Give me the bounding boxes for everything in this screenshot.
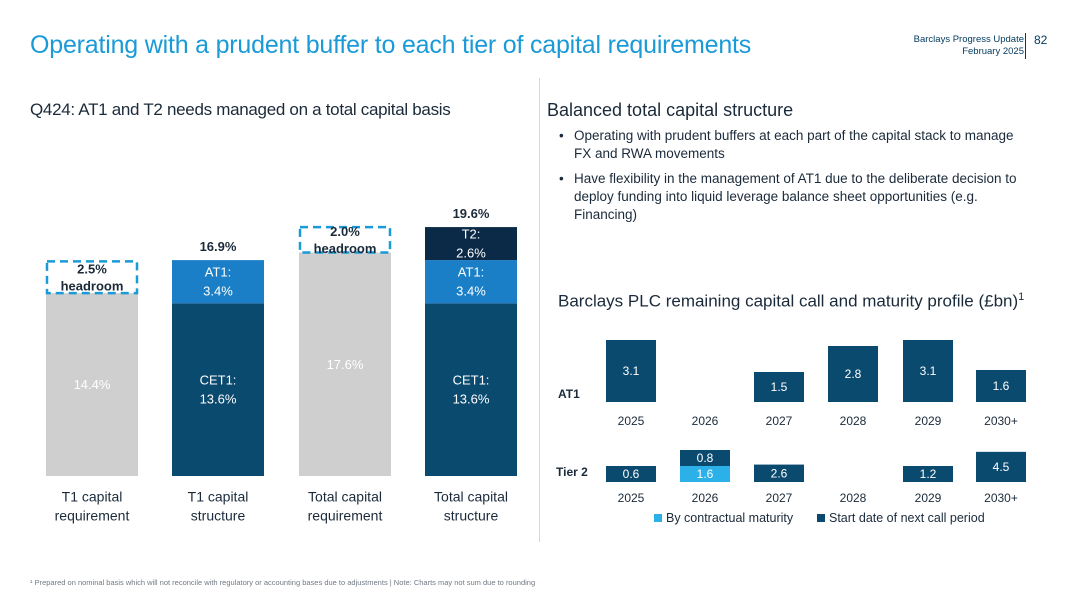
capital-stack-chart: 14.4% 2.5% headroom T1 capital requirement CE…: [45, 206, 517, 523]
bullet-item: Have flexibility in the management of AT…: [558, 170, 1028, 224]
headroom-box: [298, 225, 392, 254]
row-label-at1: AT1: [558, 387, 580, 401]
bar-segment-label: CET1: 13.6%: [200, 373, 237, 407]
year-label: 2027: [766, 491, 793, 505]
bar-segment-label: AT1: 3.4%: [203, 265, 233, 299]
maturity-profile-chart: AT1 3.1 1.5 2.8 3.1 1.6 2025 2026 2027 2028 2029 20…: [556, 340, 1026, 525]
maturity-bar: [903, 466, 953, 482]
maturity-chart-title: Barclays PLC remaining capital call and …: [558, 286, 1038, 313]
maturity-bar: [680, 450, 730, 466]
maturity-bar-label: 1.6: [993, 379, 1010, 393]
bullet-list: Operating with prudent buffers at each p…: [558, 127, 1028, 231]
panel-divider: [539, 78, 540, 542]
year-label: 2026: [692, 414, 719, 428]
category-label: T1 capital requirement: [55, 488, 130, 523]
year-label: 2028: [840, 414, 867, 428]
headroom-box: [45, 260, 139, 295]
maturity-bar-label: 1.6: [697, 467, 714, 481]
headroom-label: 2.0% headroom: [314, 224, 377, 256]
maturity-bar-label: 1.2: [920, 467, 937, 481]
bar-segment: [425, 303, 517, 476]
bar-segment: [425, 227, 517, 261]
right-panel-subtitle: Balanced total capital structure: [547, 100, 794, 120]
bar-segment: [46, 293, 138, 476]
maturity-bar-label: 2.6: [771, 466, 788, 480]
footnote-marker: 1: [1018, 291, 1025, 303]
maturity-bar: [976, 451, 1026, 482]
bar-segment-label: 17.6%: [327, 357, 364, 372]
maturity-bar: [976, 370, 1026, 402]
bar-segment: [299, 252, 391, 476]
maturity-bar: [606, 340, 656, 402]
legend-swatch-call: [817, 514, 825, 522]
category-label: Total capital requirement: [308, 488, 383, 523]
year-label: 2030+: [984, 491, 1018, 505]
year-label: 2028: [840, 491, 867, 505]
bar-segment-label: 14.4%: [74, 377, 111, 392]
year-label: 2025: [618, 414, 645, 428]
bullet-item: Operating with prudent buffers at each p…: [558, 127, 1028, 163]
category-label: Total capital structure: [434, 488, 508, 523]
legend-label: By contractual maturity: [666, 511, 794, 525]
maturity-bar-label: 3.1: [920, 364, 937, 378]
bar-segment-label: CET1: 13.6%: [453, 373, 490, 407]
headroom-label: 2.5% headroom: [61, 261, 124, 293]
maturity-bar: [828, 346, 878, 402]
left-panel-subtitle: Q424: AT1 and T2 needs managed on a tota…: [30, 100, 451, 119]
year-label: 2027: [766, 414, 793, 428]
bar-segment: [172, 260, 264, 304]
maturity-bar: [903, 340, 953, 402]
maturity-bar-label: 1.5: [771, 380, 788, 394]
maturity-bar-label: 0.8: [697, 451, 714, 465]
maturity-bar: [754, 464, 804, 482]
page-title: Operating with a prudent buffer to each …: [30, 31, 752, 59]
maturity-bar-label: 2.8: [845, 367, 862, 381]
bar-total-label: 16.9%: [200, 239, 237, 254]
year-label: 2029: [915, 491, 942, 505]
report-source-name: Barclays Progress Update: [913, 34, 1024, 45]
year-label: 2026: [692, 491, 719, 505]
legend-swatch-contractual: [654, 514, 662, 522]
maturity-bar: [606, 466, 656, 482]
row-label-tier2: Tier 2: [556, 465, 588, 479]
maturity-bar-label: 3.1: [623, 364, 640, 378]
maturity-chart-title-text: Barclays PLC remaining capital call and …: [558, 291, 1019, 311]
maturity-bar: [754, 372, 804, 402]
maturity-bar-label: 0.6: [623, 467, 640, 481]
report-source-date: February 2025: [962, 46, 1024, 57]
footnote: ¹ Prepared on nominal basis which will n…: [30, 578, 536, 587]
bar-total-label: 19.6%: [453, 206, 490, 221]
bar-segment-label: AT1: 3.4%: [456, 265, 486, 299]
year-label: 2025: [618, 491, 645, 505]
report-source: Barclays Progress Update February 2025: [914, 34, 1024, 58]
page-number: 82: [1034, 33, 1048, 47]
year-label: 2029: [915, 414, 942, 428]
category-label: T1 capital structure: [188, 488, 249, 523]
bar-segment-label: T2: 2.6%: [456, 227, 486, 261]
bar-segment: [425, 260, 517, 304]
legend-label: Start date of next call period: [829, 511, 985, 525]
bar-segment: [172, 303, 264, 476]
maturity-bar-label: 4.5: [993, 460, 1010, 474]
header-separator: [1025, 33, 1026, 59]
maturity-bar: [680, 466, 730, 482]
year-label: 2030+: [984, 414, 1018, 428]
